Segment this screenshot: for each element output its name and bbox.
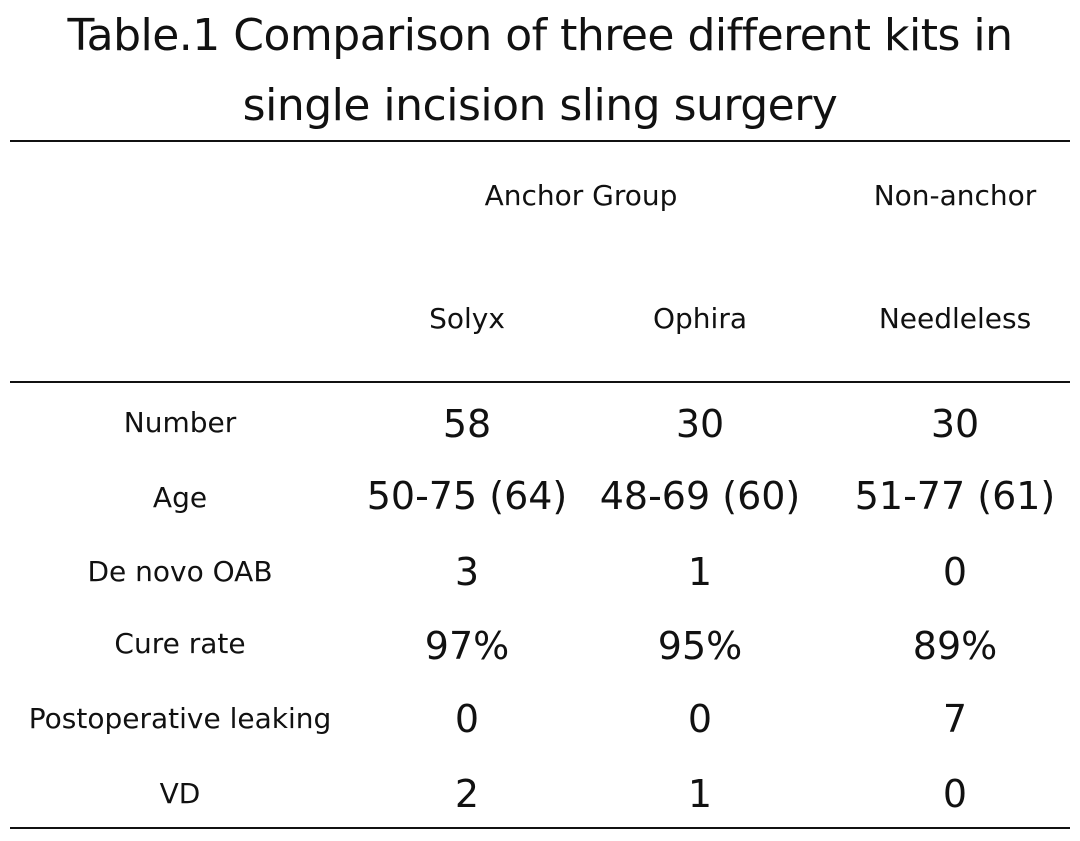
cell-value: 0 [942, 550, 968, 594]
cell-value: 1 [687, 772, 713, 816]
title-line-2: single incision sling surgery [242, 80, 838, 131]
cell-value: 95% [657, 624, 743, 668]
cell-value: 48-69 (60) [599, 474, 801, 518]
group-header-non-anchor: Non-anchor [873, 179, 1037, 212]
header-rule-right [140, 381, 1070, 383]
row-label: Age [152, 481, 208, 514]
row-label: Cure rate [114, 627, 246, 660]
cell-value: 1 [687, 550, 713, 594]
cell-value: 3 [454, 550, 480, 594]
cell-value: 2 [454, 772, 480, 816]
cell-value: 50-75 (64) [366, 474, 568, 518]
kit-header-ophira: Ophira [652, 302, 748, 335]
kit-header-needleless: Needleless [878, 302, 1032, 335]
row-label: Postoperative leaking [28, 702, 332, 735]
cell-value: 30 [675, 402, 725, 446]
cell-value: 0 [454, 697, 480, 741]
cell-value: 51-77 (61) [854, 474, 1056, 518]
bottom-rule [10, 827, 1070, 829]
cell-value: 58 [442, 402, 492, 446]
cell-value: 30 [930, 402, 980, 446]
cell-value: 0 [942, 772, 968, 816]
header-rule [10, 381, 140, 383]
group-header-anchor: Anchor Group [484, 179, 678, 212]
cell-value: 89% [912, 624, 998, 668]
cell-value: 7 [942, 697, 968, 741]
row-label: Number [123, 406, 237, 439]
row-label: De novo OAB [87, 555, 273, 588]
kit-header-solyx: Solyx [429, 302, 505, 335]
row-label: VD [159, 777, 201, 810]
cell-value: 0 [687, 697, 713, 741]
title-line-1: Table.1 Comparison of three different ki… [67, 10, 1013, 61]
top-rule [10, 140, 1070, 142]
cell-value: 97% [424, 624, 510, 668]
